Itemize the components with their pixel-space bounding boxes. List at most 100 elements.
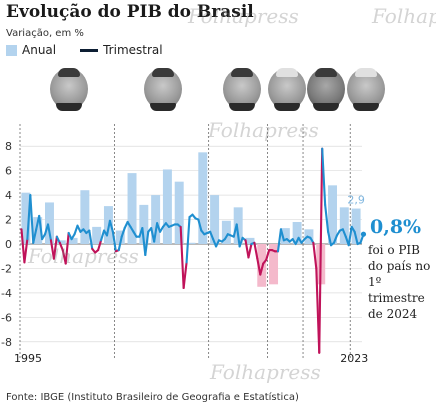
quarterly-line-segment — [182, 261, 188, 290]
legend-quarterly-swatch — [80, 48, 99, 52]
legend: Anual Trimestral — [6, 43, 163, 57]
quarterly-line-segment — [117, 235, 123, 252]
annual-bar — [351, 208, 361, 244]
annual-bar — [115, 230, 125, 244]
annual-bar — [198, 152, 208, 244]
quarterly-line-segment — [73, 224, 79, 236]
annual-bar — [233, 207, 243, 244]
quarterly-line-segment — [156, 222, 162, 233]
quarterly-line-segment — [259, 262, 265, 276]
quarterly-line-segment — [88, 229, 94, 250]
annual-bar — [292, 222, 302, 244]
quarterly-line-segment — [244, 239, 250, 259]
portrait-6 — [347, 68, 385, 111]
quarterly-line-segment — [153, 222, 159, 243]
source-footer: Fonte: IBGE (Instituto Brasileiro de Geo… — [6, 392, 299, 403]
annual-bar — [68, 237, 78, 244]
y-tick-label: 2 — [5, 214, 12, 227]
annual-bar — [280, 228, 290, 244]
annual-bar — [339, 207, 349, 244]
quarterly-line-segment — [55, 235, 61, 244]
quarterly-line-segment — [247, 242, 253, 259]
y-tick-label: -2 — [1, 262, 12, 275]
annual-bar — [328, 185, 337, 244]
annual-bar — [174, 181, 184, 244]
quarterly-line-segment — [265, 249, 271, 261]
quarterly-line-segment — [58, 241, 64, 252]
quarterly-line-segment — [215, 239, 221, 248]
quarterly-line-segment — [52, 235, 58, 260]
annual-bar — [80, 190, 90, 244]
annual-bar — [139, 204, 149, 244]
annual-bar — [245, 237, 255, 244]
quarterly-line-segment — [185, 216, 191, 264]
quarterly-line-segment — [353, 230, 359, 246]
annual-bar — [151, 195, 161, 244]
y-tick-label: -6 — [1, 311, 12, 324]
watermark: Folhapress — [372, 4, 436, 28]
quarterly-line-segment — [235, 223, 241, 248]
x-start-label: 1995 — [14, 352, 42, 365]
quarterly-line-segment — [318, 147, 324, 354]
quarterly-line-segment — [327, 230, 333, 247]
quarterly-line-segment — [347, 225, 353, 247]
quarterly-line-segment — [209, 230, 215, 241]
x-end-label: 2023 — [340, 352, 368, 365]
quarterly-line-segment — [23, 238, 29, 264]
portrait-2 — [144, 68, 182, 111]
annual-value-label: 2,9 — [347, 194, 365, 207]
gdp-chart: 8 6 4 2 0 -2 -4 -6 -8 2,9 1995 2023 — [1, 124, 368, 365]
annotation-text: foi o PIB do país no 1º trimestre de 202… — [368, 243, 431, 321]
quarterly-line-segment — [38, 214, 44, 241]
y-tick-label: -8 — [1, 336, 12, 349]
legend-annual-label: Anual — [22, 43, 57, 57]
y-tick-label: 4 — [5, 189, 12, 202]
annual-bar — [269, 244, 279, 285]
quarterly-line-segment — [20, 228, 26, 264]
quarterly-line-segment — [76, 224, 82, 233]
legend-annual-swatch — [6, 44, 17, 56]
y-tick-label: 0 — [5, 238, 12, 251]
quarterly-line-segment — [105, 219, 111, 237]
quarterly-line-segment — [253, 241, 259, 260]
annual-bar — [56, 240, 66, 244]
portrait-4 — [268, 68, 306, 111]
quarterly-line-segment — [256, 257, 262, 276]
annotation-value: 0,8% — [370, 216, 422, 238]
quarterly-line-segment — [341, 228, 347, 238]
portrait-1 — [50, 68, 88, 111]
annual-bar — [127, 173, 137, 244]
annual-bar — [33, 217, 43, 244]
quarterly-line-segment — [279, 228, 285, 242]
quarterly-line-segment — [108, 219, 114, 233]
quarterly-line-segment — [332, 234, 338, 244]
y-tick-label: 8 — [5, 140, 12, 153]
portrait-5 — [307, 68, 345, 111]
quarterly-line-segment — [321, 147, 327, 206]
annual-bar — [221, 220, 231, 244]
quarterly-end-point — [360, 231, 367, 237]
annual-bar — [162, 169, 172, 244]
annual-bar — [210, 195, 220, 244]
quarterly-line-segment — [100, 229, 106, 242]
quarterly-line-segment — [120, 227, 126, 238]
quarterly-line-segment — [276, 228, 282, 253]
quarterly-line-segment — [141, 227, 147, 257]
annual-bar — [186, 242, 196, 244]
quarterly-line-segment — [144, 230, 150, 257]
quarterly-line-segment — [32, 228, 38, 244]
annual-bar — [45, 202, 54, 244]
chart-title: Evolução do PIB do Brasil — [6, 2, 254, 22]
quarterly-line-segment — [179, 225, 185, 290]
quarterly-line-segment — [312, 241, 318, 270]
chart-subtitle: Variação, em % — [6, 28, 84, 39]
legend-quarterly-label: Trimestral — [103, 43, 163, 57]
quarterly-line-segment — [238, 236, 244, 248]
y-tick-label: 6 — [5, 165, 12, 178]
quarterly-line-segment — [46, 223, 53, 242]
y-tick-label: -4 — [1, 287, 12, 300]
quarterly-line-segment — [111, 230, 117, 253]
quarterly-line-segment — [97, 239, 103, 252]
annual-bar — [21, 192, 31, 244]
portrait-3 — [223, 68, 261, 111]
